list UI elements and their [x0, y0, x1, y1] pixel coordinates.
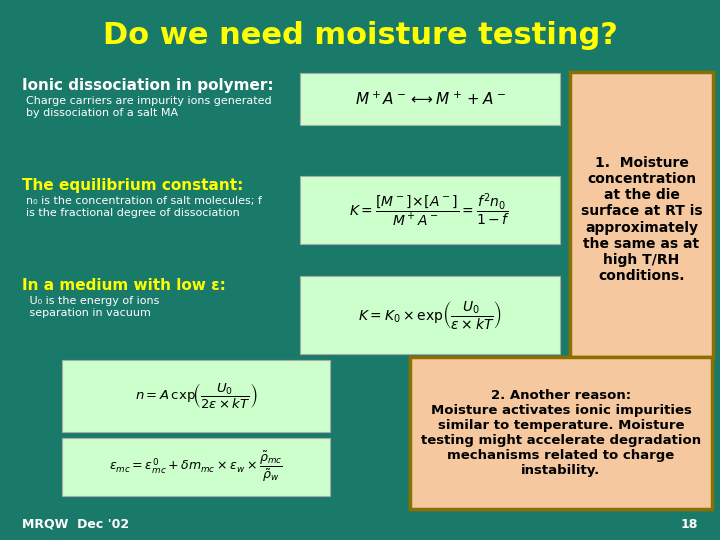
- Text: In a medium with low ε:: In a medium with low ε:: [22, 278, 226, 293]
- FancyBboxPatch shape: [300, 73, 560, 125]
- Text: Do we need moisture testing?: Do we need moisture testing?: [102, 22, 618, 51]
- FancyBboxPatch shape: [570, 72, 713, 357]
- Text: U₀ is the energy of ions
 separation in vacuum: U₀ is the energy of ions separation in v…: [26, 296, 159, 318]
- FancyBboxPatch shape: [410, 357, 712, 509]
- Text: MRQW  Dec '02: MRQW Dec '02: [22, 517, 129, 530]
- Text: 2. Another reason:
Moisture activates ionic impurities
similar to temperature. M: 2. Another reason: Moisture activates io…: [421, 389, 701, 477]
- Text: n₀ is the concentration of salt molecules; f
is the fractional degree of dissoci: n₀ is the concentration of salt molecule…: [26, 196, 262, 218]
- Text: $n = A\,\mathrm{cxp}\!\left(\dfrac{U_0}{2\varepsilon \times kT}\right)$: $n = A\,\mathrm{cxp}\!\left(\dfrac{U_0}{…: [135, 381, 257, 410]
- Text: $K = \dfrac{[M^-]\!\times\![A^-]}{M^+A^-} = \dfrac{f^2 n_0}{1-f}$: $K = \dfrac{[M^-]\!\times\![A^-]}{M^+A^-…: [349, 191, 510, 228]
- FancyBboxPatch shape: [62, 360, 330, 432]
- FancyBboxPatch shape: [62, 438, 330, 496]
- Text: $K = K_0 \times \exp\!\left(\dfrac{U_0}{\varepsilon \times kT}\right)$: $K = K_0 \times \exp\!\left(\dfrac{U_0}{…: [358, 299, 502, 331]
- Text: Charge carriers are impurity ions generated
by dissociation of a salt MA: Charge carriers are impurity ions genera…: [26, 96, 271, 118]
- FancyBboxPatch shape: [300, 176, 560, 244]
- Text: Ionic dissociation in polymer:: Ionic dissociation in polymer:: [22, 78, 274, 93]
- FancyBboxPatch shape: [300, 276, 560, 354]
- Text: $M^+A^- \longleftrightarrow M^+ + A^-$: $M^+A^- \longleftrightarrow M^+ + A^-$: [354, 90, 505, 107]
- Text: 1.  Moisture
concentration
at the die
surface at RT is
approximately
the same as: 1. Moisture concentration at the die sur…: [581, 156, 702, 283]
- Text: 18: 18: [680, 517, 698, 530]
- Text: $\varepsilon_{mc} = \varepsilon_{mc}^0 + \delta m_{mc} \times \varepsilon_w \tim: $\varepsilon_{mc} = \varepsilon_{mc}^0 +…: [109, 450, 283, 484]
- Text: The equilibrium constant:: The equilibrium constant:: [22, 178, 243, 193]
